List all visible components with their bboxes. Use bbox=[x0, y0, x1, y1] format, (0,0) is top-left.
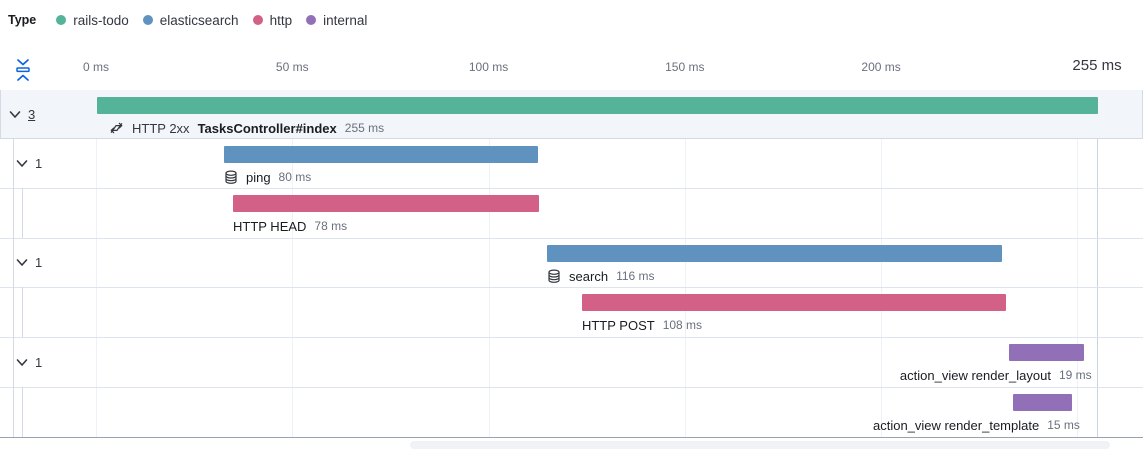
row-separator bbox=[0, 188, 1143, 189]
axis-tick-label: 0 ms bbox=[82, 60, 110, 74]
span-duration: 108 ms bbox=[662, 318, 703, 332]
grid-line bbox=[1077, 90, 1079, 437]
chevron-down-icon bbox=[16, 159, 28, 168]
span-name: HTTP HEAD bbox=[232, 218, 307, 234]
collapse-toggle[interactable]: 1 bbox=[16, 139, 42, 188]
transaction-label[interactable]: HTTP 2xx TasksController#index 255 ms bbox=[109, 119, 384, 137]
span-bar[interactable] bbox=[1009, 344, 1084, 361]
waterfall-row-span[interactable]: 1 search 116 ms bbox=[0, 238, 1143, 287]
span-label[interactable]: HTTP HEAD 78 ms bbox=[233, 217, 347, 235]
database-icon bbox=[224, 170, 238, 185]
span-label[interactable]: action_view render_layout 19 ms bbox=[900, 366, 1092, 384]
grid-line bbox=[96, 90, 97, 437]
row-separator bbox=[0, 287, 1143, 288]
legend-item-elasticsearch[interactable]: elasticsearch bbox=[142, 12, 239, 28]
chevron-down-icon bbox=[9, 110, 21, 119]
span-bar[interactable] bbox=[232, 195, 540, 212]
row-separator bbox=[0, 387, 1143, 388]
axis-tick-label: 50 ms bbox=[275, 60, 309, 74]
indent-guide bbox=[13, 139, 14, 437]
legend-label: internal bbox=[323, 12, 368, 28]
waterfall-row-span[interactable]: 1 ping 80 ms bbox=[0, 139, 1143, 188]
row-separator bbox=[0, 238, 1143, 239]
transaction-name: TasksController#index bbox=[197, 120, 337, 136]
span-bar[interactable] bbox=[581, 294, 1006, 311]
legend-title: Type bbox=[8, 13, 37, 27]
chevron-down-icon bbox=[16, 258, 28, 267]
waterfall-row-span[interactable]: HTTP HEAD 78 ms bbox=[0, 188, 1143, 238]
waterfall-row-span[interactable]: HTTP POST 108 ms bbox=[0, 287, 1143, 337]
chevron-down-icon bbox=[16, 358, 28, 367]
span-name: HTTP POST bbox=[581, 317, 655, 333]
trace-end-line bbox=[1097, 139, 1098, 437]
axis-tick-label: 150 ms bbox=[665, 60, 705, 74]
collapse-toggle[interactable]: 3 bbox=[9, 90, 35, 138]
legend-dot bbox=[306, 15, 317, 25]
transaction-duration: 255 ms bbox=[344, 121, 385, 135]
trace-duration-label: 255 ms bbox=[1072, 57, 1122, 74]
transaction-bar[interactable] bbox=[97, 97, 1098, 114]
row-separator bbox=[0, 337, 1143, 338]
child-count[interactable]: 1 bbox=[35, 156, 43, 171]
span-bar[interactable] bbox=[547, 245, 1003, 262]
span-label[interactable]: search 116 ms bbox=[547, 267, 655, 285]
span-duration: 78 ms bbox=[314, 219, 348, 233]
legend-dot bbox=[252, 15, 263, 25]
collapse-toggle[interactable]: 1 bbox=[16, 238, 42, 287]
waterfall-row-transaction[interactable]: 3 HTTP 2xx TasksController#index 255 ms bbox=[0, 90, 1143, 139]
legend-label: elasticsearch bbox=[159, 12, 239, 28]
legend-label: http bbox=[269, 12, 293, 28]
merge-icon bbox=[109, 120, 124, 136]
span-label[interactable]: ping 80 ms bbox=[224, 168, 311, 186]
waterfall-bottom-border bbox=[0, 437, 1143, 438]
type-legend: Type rails-todo elasticsearch http inter… bbox=[8, 8, 367, 32]
grid-line bbox=[684, 90, 686, 437]
collapse-toggle[interactable]: 1 bbox=[16, 337, 42, 387]
span-duration: 19 ms bbox=[1058, 368, 1092, 382]
span-duration: 15 ms bbox=[1047, 418, 1080, 432]
horizontal-scrollbar[interactable] bbox=[410, 441, 1110, 449]
span-name: ping bbox=[245, 169, 271, 185]
span-label[interactable]: action_view render_template 15 ms bbox=[873, 416, 1080, 434]
span-name: search bbox=[569, 268, 609, 284]
axis-tick-label: 100 ms bbox=[468, 60, 509, 74]
transaction-result: HTTP 2xx bbox=[132, 120, 190, 136]
legend-item-http[interactable]: http bbox=[252, 12, 293, 28]
indent-guide bbox=[22, 287, 23, 337]
grid-line bbox=[488, 90, 490, 437]
indent-guide bbox=[22, 188, 23, 238]
time-axis: 0 ms 50 ms 100 ms 150 ms 200 ms 255 ms bbox=[0, 0, 1143, 90]
waterfall-row-span[interactable]: action_view render_template 15 ms bbox=[0, 387, 1143, 437]
span-duration: 80 ms bbox=[278, 170, 312, 184]
span-name: action_view render_template bbox=[872, 417, 1040, 433]
child-count[interactable]: 1 bbox=[35, 354, 43, 370]
legend-dot bbox=[56, 15, 67, 25]
span-bar[interactable] bbox=[1012, 394, 1072, 411]
child-count[interactable]: 3 bbox=[28, 106, 36, 122]
legend-item-rails-todo[interactable]: rails-todo bbox=[56, 13, 129, 28]
span-duration: 116 ms bbox=[616, 269, 655, 283]
span-bar[interactable] bbox=[223, 146, 538, 163]
collapse-all-icon[interactable] bbox=[14, 58, 32, 82]
indent-guide bbox=[22, 387, 23, 437]
grid-line bbox=[881, 90, 883, 437]
child-count[interactable]: 1 bbox=[35, 255, 43, 270]
database-icon bbox=[547, 269, 561, 284]
axis-tick-label: 200 ms bbox=[861, 60, 901, 74]
span-name: action_view render_layout bbox=[899, 367, 1051, 383]
grid-line bbox=[292, 90, 294, 437]
legend-item-internal[interactable]: internal bbox=[306, 13, 367, 28]
waterfall-row-span[interactable]: 1 action_view render_layout 19 ms bbox=[0, 337, 1143, 387]
legend-label: rails-todo bbox=[73, 12, 129, 28]
legend-dot bbox=[142, 15, 153, 25]
span-label[interactable]: HTTP POST 108 ms bbox=[582, 316, 702, 334]
